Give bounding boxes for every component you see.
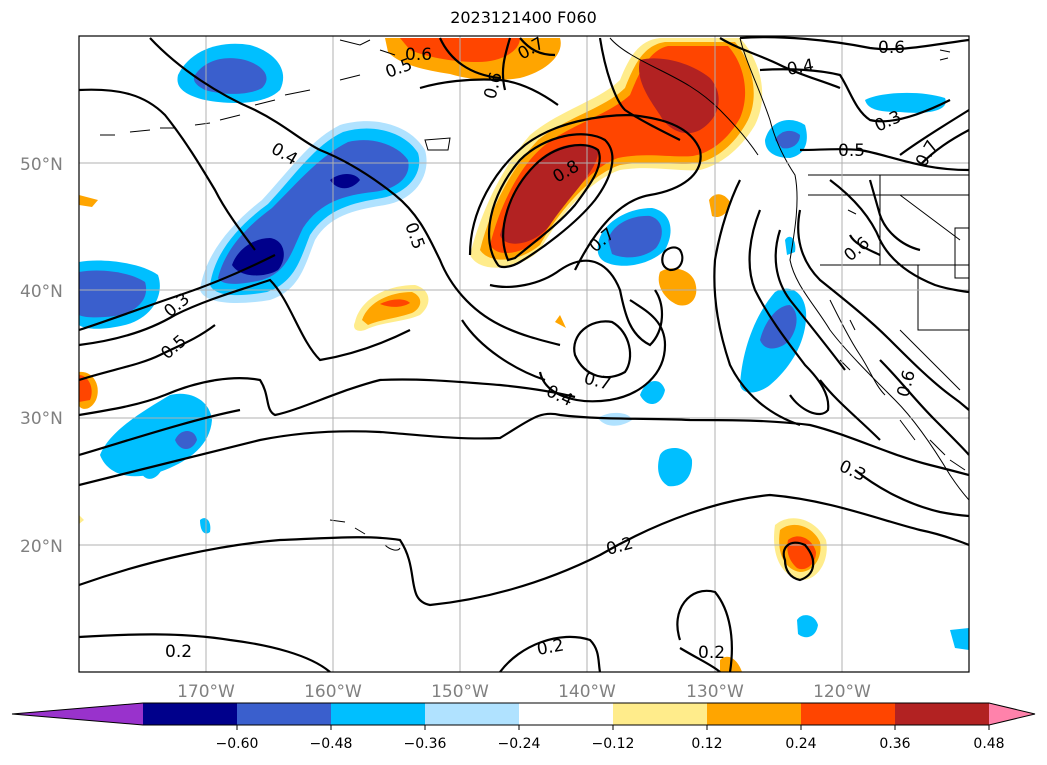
lat-label: 30°N (20, 409, 63, 429)
colorbar-tick-label: −0.36 (404, 736, 447, 752)
colorbar-segment (613, 703, 708, 725)
lat-label: 40°N (20, 282, 63, 302)
contour-label: 0.5 (838, 141, 865, 161)
colorbar-tick-label: 0.12 (691, 736, 722, 752)
colorbar-tick-label: 0.24 (785, 736, 816, 752)
contour-label: 0.2 (535, 636, 565, 660)
colorbar-tick-label: 0.36 (879, 736, 910, 752)
lat-label: 50°N (20, 155, 63, 175)
gridlines (79, 36, 969, 672)
colorbar-tick-label: 0.48 (973, 736, 1004, 752)
contour-lines (79, 36, 969, 672)
map-area: 0.6 0.7 0.5 0.6 0.4 0.6 0.3 0.4 0.5 0.8 … (79, 36, 969, 672)
negative-shading (79, 43, 969, 650)
lon-label: 160°W (304, 682, 362, 702)
lat-label: 20°N (20, 537, 63, 557)
colorbar-segment (895, 703, 990, 725)
contour-label: 0.6 (405, 45, 432, 65)
map-title: 2023121400 F060 (450, 8, 597, 27)
lon-label: 120°W (813, 682, 871, 702)
colorbar-segment (331, 703, 426, 725)
latitude-labels: 50°N 40°N 30°N 20°N (20, 155, 63, 557)
map-frame (78, 35, 970, 673)
colorbar-segment (519, 703, 614, 725)
colorbar-tick-label: −0.12 (592, 736, 635, 752)
longitude-labels: 170°W 160°W 150°W 140°W 130°W 120°W (177, 682, 871, 702)
colorbar-tick-label: −0.48 (310, 736, 353, 752)
lon-label: 140°W (558, 682, 616, 702)
colorbar-segment (237, 703, 332, 725)
colorbar-tick-label: −0.24 (498, 736, 541, 752)
colorbar-outline (11, 702, 1036, 726)
lon-label: 150°W (431, 682, 489, 702)
lon-label: 130°W (686, 682, 744, 702)
contour-label: 0.2 (698, 643, 725, 663)
colorbar: −0.60 −0.48 −0.36 −0.24 −0.12 0.12 0.24 0.36 0.4… (11, 702, 1036, 752)
colorbar-extend-low (12, 703, 143, 725)
colorbar-segment (801, 703, 896, 725)
colorbar-tick-label: −0.60 (216, 736, 259, 752)
lon-label: 170°W (177, 682, 235, 702)
contour-label: 0.2 (165, 642, 192, 662)
colorbar-segment (425, 703, 520, 725)
contour-label: 0.4 (785, 56, 815, 80)
contour-label: 0.6 (878, 38, 905, 58)
colorbar-extend-high (989, 703, 1035, 725)
colorbar-segment (707, 703, 802, 725)
coastlines (100, 37, 969, 551)
colorbar-segment (143, 703, 238, 725)
